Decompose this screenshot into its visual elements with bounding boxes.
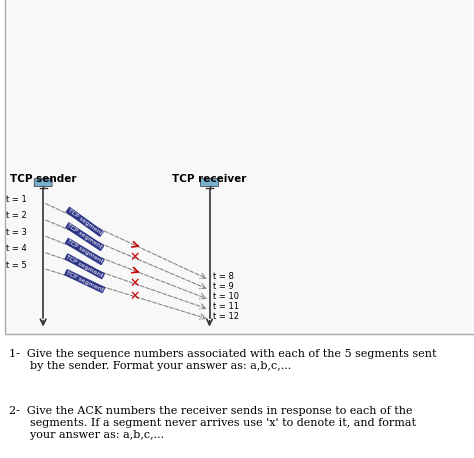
Text: TCP sender: TCP sender (10, 174, 76, 185)
Text: Consider the figure below in which a TCP sender and receiver communicate over a
: Consider the figure below in which a TCP… (5, 4, 473, 75)
Text: t = 12: t = 12 (213, 312, 239, 321)
Text: TCP segment: TCP segment (65, 254, 104, 278)
Text: TCP segment: TCP segment (66, 239, 104, 264)
Text: t = 4: t = 4 (6, 244, 27, 253)
Text: t = 11: t = 11 (213, 302, 239, 311)
FancyBboxPatch shape (5, 0, 474, 334)
Text: t = 9: t = 9 (213, 282, 234, 291)
Text: t = 3: t = 3 (6, 228, 27, 237)
Text: ✕: ✕ (129, 277, 140, 290)
Text: ✕: ✕ (129, 251, 140, 264)
Text: t = 8: t = 8 (213, 272, 234, 281)
Text: t = 10: t = 10 (213, 292, 239, 301)
Text: t = 1: t = 1 (6, 195, 27, 204)
Text: ✕: ✕ (129, 290, 140, 303)
Text: 2-  Give the ACK numbers the receiver sends in response to each of the
      seg: 2- Give the ACK numbers the receiver sen… (9, 407, 417, 440)
Text: TCP segment: TCP segment (66, 223, 103, 250)
FancyBboxPatch shape (201, 179, 219, 186)
FancyBboxPatch shape (34, 179, 52, 186)
Text: 1-  Give the sequence numbers associated with each of the 5 segments sent
      : 1- Give the sequence numbers associated … (9, 349, 437, 371)
Text: TCP receiver: TCP receiver (173, 174, 246, 185)
Text: TCP segment: TCP segment (65, 270, 104, 292)
Text: t = 5: t = 5 (6, 261, 27, 270)
Text: TCP segment: TCP segment (67, 208, 103, 236)
Text: t = 2: t = 2 (6, 211, 27, 220)
